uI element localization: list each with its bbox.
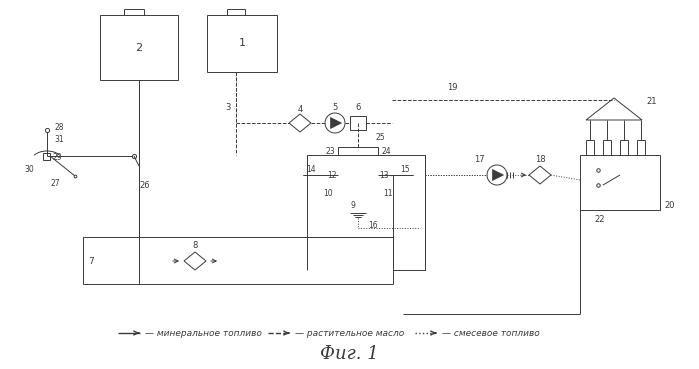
Text: 13: 13 [379,170,389,179]
Text: 14: 14 [306,165,316,173]
Bar [603,140,611,155]
Text: Фиг. 1: Фиг. 1 [319,345,378,363]
Text: 23: 23 [325,148,335,156]
Text: 20: 20 [664,200,675,210]
Text: 18: 18 [535,155,545,165]
Text: 6: 6 [355,103,361,113]
Bar [207,15,277,72]
Text: 3: 3 [225,103,231,113]
Text: 4: 4 [297,104,303,114]
Text: 25: 25 [375,132,385,141]
Text: 12: 12 [327,170,337,179]
Text: — смесевое топливо: — смесевое топливо [442,328,540,338]
Text: 29: 29 [52,154,62,162]
Text: 17: 17 [474,155,484,163]
Polygon shape [586,98,642,120]
Text: — минеральное топливо: — минеральное топливо [145,328,262,338]
Text: 24: 24 [381,148,391,156]
Bar [580,155,660,210]
Text: 30: 30 [24,166,34,175]
Text: 19: 19 [447,83,457,93]
Bar [620,140,628,155]
Text: 28: 28 [55,124,64,132]
Text: 22: 22 [595,214,605,224]
Text: 1: 1 [238,38,245,48]
Text: 9: 9 [351,200,355,210]
Bar [338,147,378,167]
Polygon shape [289,114,311,132]
Text: 31: 31 [55,135,64,145]
Polygon shape [184,252,206,270]
Text: 15: 15 [401,165,410,173]
Polygon shape [343,183,373,213]
Text: 2: 2 [136,43,143,53]
Bar [338,167,378,183]
Polygon shape [529,166,551,184]
Bar [307,155,425,270]
Bar [83,237,393,284]
Text: 8: 8 [192,241,198,251]
Bar [43,153,50,160]
Circle shape [487,165,507,185]
Polygon shape [331,117,342,128]
Bar [100,15,178,80]
Text: 16: 16 [368,221,378,230]
Bar [586,140,594,155]
Polygon shape [493,169,503,180]
Text: 11: 11 [383,189,393,197]
Text: 10: 10 [323,189,333,197]
Text: 5: 5 [333,103,338,113]
Text: 7: 7 [88,256,94,266]
Bar [350,116,366,130]
Text: 21: 21 [647,97,657,107]
Circle shape [325,113,345,133]
Text: — растительное масло: — растительное масло [295,328,404,338]
Text: 26: 26 [140,180,150,190]
Text: 27: 27 [50,179,60,187]
Bar [637,140,645,155]
